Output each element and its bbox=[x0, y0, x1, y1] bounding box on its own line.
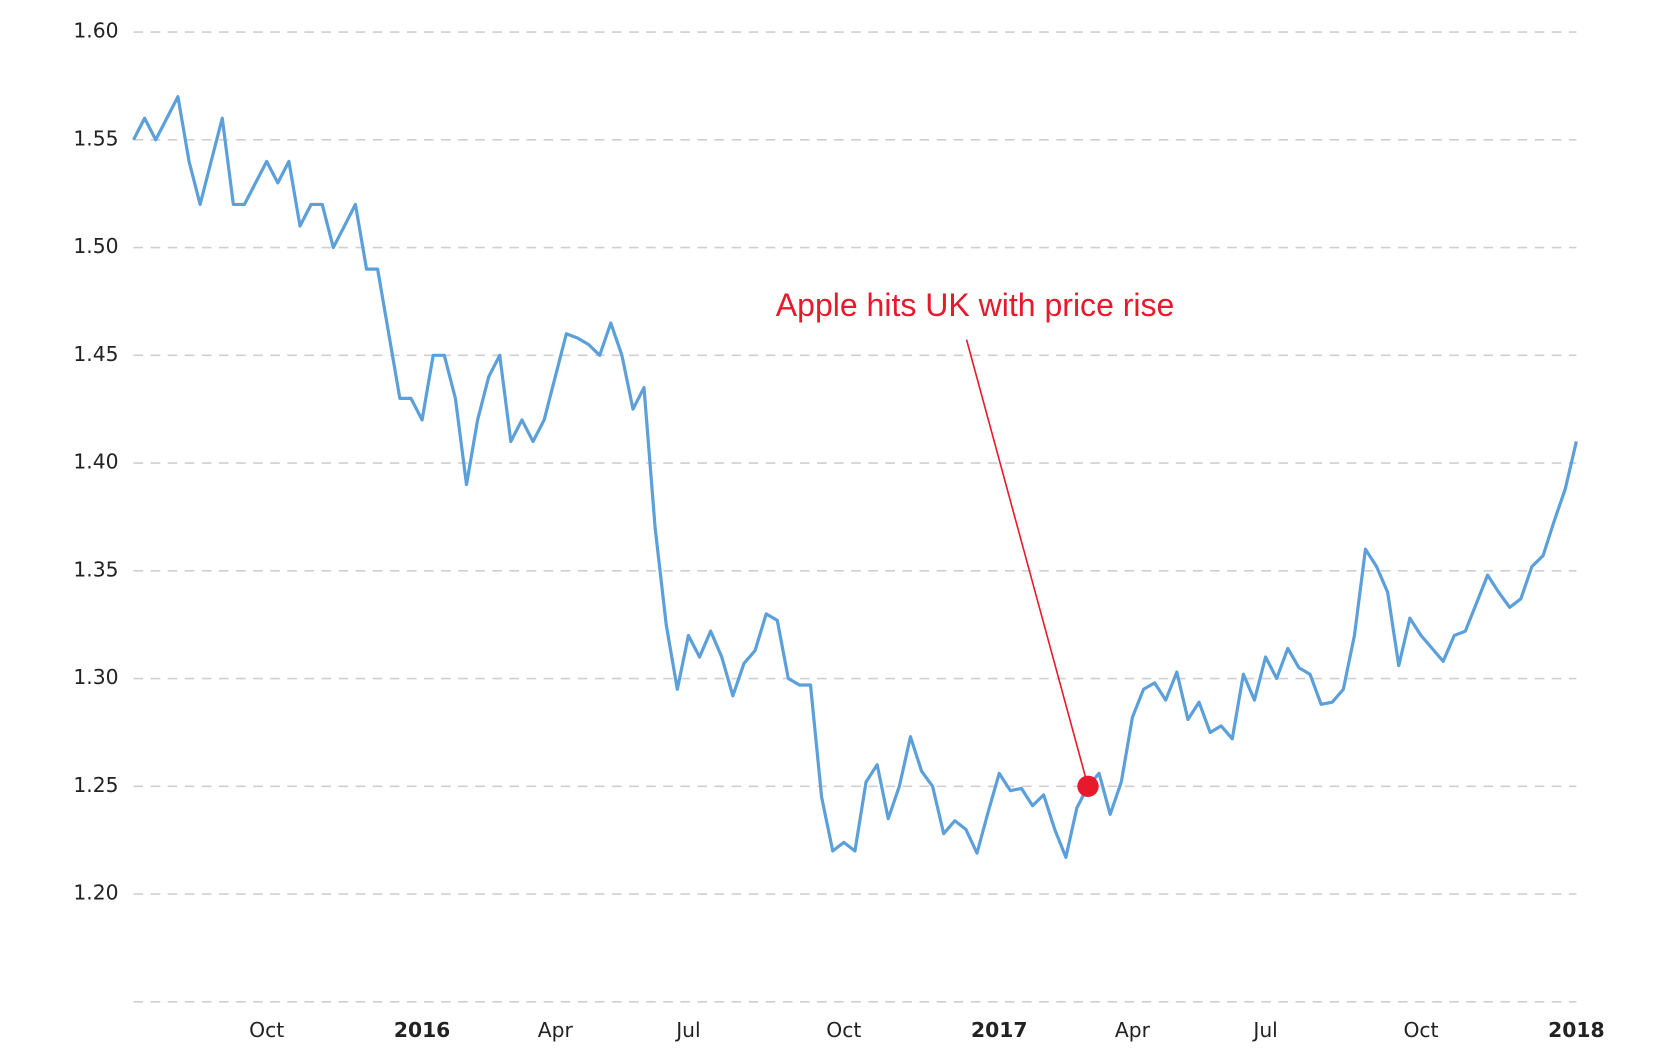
y-tick-label: 1.20 bbox=[73, 881, 118, 905]
x-tick-label: Oct bbox=[1403, 1018, 1438, 1042]
y-tick-label: 1.35 bbox=[73, 557, 118, 581]
y-tick-label: 1.25 bbox=[73, 773, 118, 797]
x-tick-label: Oct bbox=[249, 1018, 284, 1042]
x-tick-label: 2017 bbox=[971, 1018, 1027, 1042]
x-tick-label: Jul bbox=[1251, 1018, 1277, 1042]
x-tick-label: 2018 bbox=[1548, 1018, 1604, 1042]
x-tick-label: Oct bbox=[826, 1018, 861, 1042]
annotation-text: Apple hits UK with price rise bbox=[776, 287, 1175, 323]
annotation-leader bbox=[965, 339, 1089, 787]
y-tick-label: 1.30 bbox=[73, 665, 118, 689]
price-line bbox=[132, 95, 1578, 859]
y-tick-label: 1.40 bbox=[73, 450, 118, 474]
annotation-point bbox=[1077, 775, 1099, 797]
x-tick-label: Jul bbox=[674, 1018, 700, 1042]
x-tick-label: Apr bbox=[538, 1018, 574, 1042]
plot-area: 1.20 1.25 1.30 1.35 1.40 1.45 1.50 1.55 1.60 Oct 2… bbox=[73, 19, 1604, 1043]
y-tick-label: 1.55 bbox=[73, 126, 118, 150]
y-tick-label: 1.50 bbox=[73, 234, 118, 258]
x-tick-label: 2016 bbox=[394, 1018, 450, 1042]
y-tick-label: 1.45 bbox=[73, 342, 118, 366]
y-tick-label: 1.60 bbox=[73, 19, 118, 43]
x-tick-label: Apr bbox=[1115, 1018, 1151, 1042]
